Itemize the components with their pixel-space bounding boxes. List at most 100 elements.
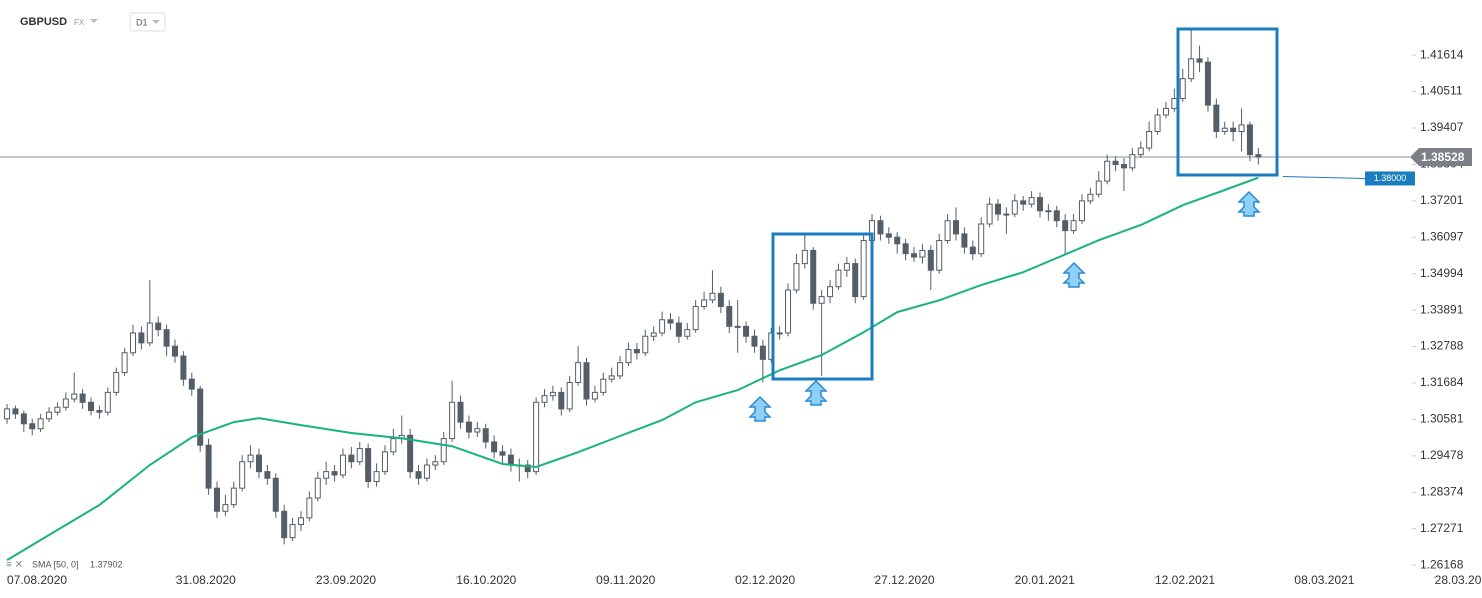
y-tick-label: 1.28374 [1420, 484, 1464, 498]
candle-body [213, 487, 220, 512]
candle-body [953, 220, 960, 235]
candle-body [1053, 210, 1060, 222]
candle-body [264, 471, 271, 479]
candle-body [936, 239, 943, 271]
candle-body [507, 454, 514, 466]
candle-body [222, 504, 229, 512]
candle-body [860, 239, 867, 298]
candle-body [130, 332, 137, 354]
candle-body [944, 220, 951, 241]
y-tick-label: 1.41614 [1420, 47, 1464, 61]
candle-body [54, 406, 61, 413]
candle-body [1238, 124, 1245, 133]
candle-body [793, 263, 800, 291]
candle-body [961, 233, 968, 248]
interval: D1 [136, 17, 148, 27]
candle-body [314, 477, 321, 499]
candle-body [474, 428, 481, 433]
candle-body [617, 362, 624, 377]
candle-body [1179, 78, 1186, 99]
candle-body [37, 418, 44, 430]
candle-body [306, 497, 313, 519]
candle-body [62, 398, 69, 408]
candle-body [440, 438, 447, 463]
candle-body [1104, 160, 1111, 182]
candle-body [709, 292, 716, 301]
candle-body [877, 220, 884, 235]
candle-body [927, 249, 934, 271]
candle-body [465, 421, 472, 433]
candle-body [1137, 147, 1144, 156]
candle-body [188, 378, 195, 390]
candle-body [533, 401, 540, 473]
x-tick-label: 16.10.2020 [456, 573, 516, 587]
candle-body [1011, 200, 1018, 215]
candle-body [297, 517, 304, 525]
highlight-box [771, 232, 874, 381]
candle-body [633, 348, 640, 354]
candle-body [323, 471, 330, 479]
interval-box[interactable] [129, 12, 166, 32]
x-tick-label: 12.02.2021 [1155, 573, 1215, 587]
level-label-box [1365, 171, 1415, 186]
market-dropdown[interactable] [90, 19, 98, 23]
x-tick-label: 31.08.2020 [176, 573, 236, 587]
candle-body [88, 401, 95, 412]
candle-body [667, 319, 674, 324]
candle-body [390, 438, 397, 453]
candle-body [1162, 107, 1169, 116]
candle-body [625, 348, 632, 364]
candle-body [801, 249, 808, 265]
sma-name: SMA [50, 0] [32, 559, 79, 569]
candle-body [113, 372, 120, 393]
candle-body [852, 263, 859, 298]
indicator-icons[interactable]: ≡ ✕ [6, 560, 23, 571]
candle-body [1078, 200, 1085, 222]
candle-body [281, 510, 288, 539]
candle-body [692, 306, 699, 331]
candle-body [1062, 220, 1069, 232]
interval-dropdown[interactable] [152, 20, 160, 24]
candle-body [1196, 58, 1203, 63]
sma-line [6, 176, 1259, 561]
candle-body [457, 401, 464, 423]
up-arrow [804, 379, 828, 406]
up-arrow [1062, 261, 1086, 288]
candle-body [1204, 61, 1211, 106]
level-line [1282, 175, 1366, 179]
candle-body [734, 325, 741, 328]
candle-body [1112, 160, 1119, 166]
y-tick-label: 1.33891 [1420, 302, 1464, 316]
candle-body [96, 410, 103, 413]
candle-body [717, 292, 724, 308]
x-tick-label: 07.08.2020 [7, 573, 67, 587]
candle-body [894, 236, 901, 245]
candle-body [1221, 127, 1228, 133]
candle-body [415, 471, 422, 479]
x-tick-label: 08.03.2021 [1294, 573, 1354, 587]
candle-body [247, 454, 254, 463]
candle-body [339, 454, 346, 476]
candle-body [1028, 197, 1035, 205]
candle-body [776, 332, 783, 335]
price-tag [1410, 148, 1472, 167]
candle-body [566, 381, 573, 410]
candle-body [1255, 154, 1262, 158]
level-label: 1.38000 [1374, 173, 1407, 183]
x-tick-label: 20.01.2021 [1015, 573, 1075, 587]
candle-body [197, 388, 204, 446]
candle-body [659, 319, 666, 334]
candle-body [591, 391, 598, 400]
candle-body [751, 335, 758, 347]
candle-body [163, 329, 170, 347]
candle-body [583, 362, 590, 400]
candle-body [289, 523, 296, 539]
candle-body [911, 253, 918, 258]
candle-body [1070, 220, 1077, 232]
candle-body [1129, 154, 1136, 169]
candle-body [785, 289, 792, 334]
up-arrow [748, 395, 772, 422]
candle-body [1146, 131, 1153, 149]
candle-body [491, 441, 498, 453]
